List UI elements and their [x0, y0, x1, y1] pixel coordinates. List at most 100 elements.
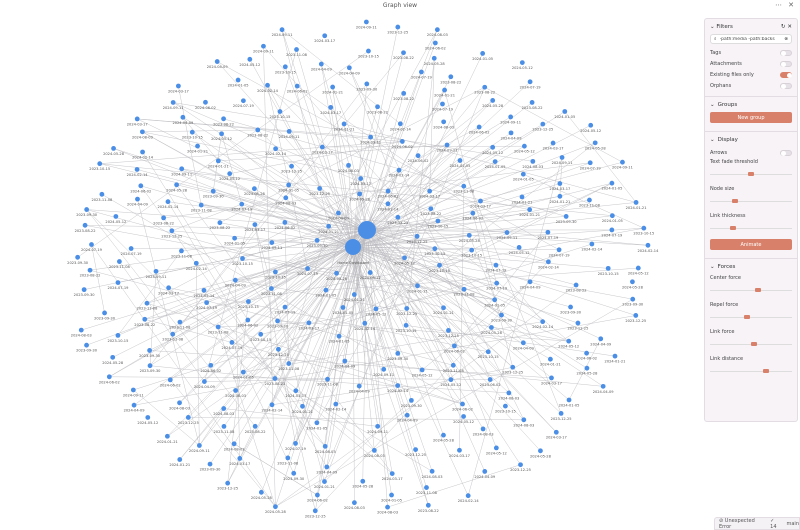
graph-node[interactable]: [373, 306, 379, 312]
graph-node[interactable]: [265, 82, 270, 88]
graph-node[interactable]: [375, 104, 380, 110]
graph-node[interactable]: [351, 500, 357, 506]
graph-node[interactable]: [334, 270, 339, 276]
graph-node[interactable]: [279, 27, 285, 33]
graph-node[interactable]: [317, 186, 323, 191]
graph-node[interactable]: [553, 429, 559, 435]
slider-thumb[interactable]: [743, 315, 750, 319]
graph-node[interactable]: [314, 492, 320, 498]
graph-node[interactable]: [635, 265, 641, 271]
graph-node[interactable]: [366, 48, 371, 54]
graph-node[interactable]: [395, 350, 401, 356]
graph-node[interactable]: [485, 349, 491, 355]
slider[interactable]: [710, 283, 792, 295]
graph-node[interactable]: [294, 83, 300, 89]
graph-node[interactable]: [490, 98, 496, 103]
graph-node[interactable]: [111, 146, 116, 151]
graph-node[interactable]: [323, 287, 329, 293]
graph-node[interactable]: [395, 214, 401, 220]
graph-node[interactable]: [408, 397, 414, 403]
graph-node[interactable]: [164, 433, 170, 439]
graph-node[interactable]: [441, 119, 447, 125]
graph-node[interactable]: [556, 247, 562, 253]
more-options-icon[interactable]: ⋯: [775, 1, 783, 9]
chevron-down-icon[interactable]: ⌄: [710, 264, 715, 270]
graph-node[interactable]: [444, 142, 450, 148]
graph-node[interactable]: [494, 280, 500, 286]
graph-node[interactable]: [401, 90, 407, 96]
graph-node[interactable]: [153, 268, 159, 274]
graph-node[interactable]: [106, 374, 112, 380]
graph-node[interactable]: [540, 319, 546, 325]
graph-node[interactable]: [330, 84, 336, 90]
graph-node[interactable]: [140, 149, 145, 155]
hub-node[interactable]: [345, 239, 361, 255]
graph-node[interactable]: [427, 188, 433, 194]
graph-node[interactable]: [395, 24, 401, 30]
graph-node[interactable]: [538, 448, 543, 454]
graph-node[interactable]: [357, 191, 363, 197]
graph-node[interactable]: [442, 87, 447, 93]
graph-node[interactable]: [115, 280, 121, 285]
graph-node[interactable]: [521, 143, 527, 149]
graph-node[interactable]: [128, 246, 134, 251]
slider[interactable]: [710, 167, 792, 179]
graph-node[interactable]: [161, 215, 167, 221]
graph-node[interactable]: [480, 51, 486, 56]
graph-node[interactable]: [520, 340, 526, 346]
graph-node[interactable]: [389, 492, 394, 498]
graph-node[interactable]: [196, 443, 202, 448]
graph-node[interactable]: [633, 313, 639, 318]
graph-node[interactable]: [402, 255, 407, 261]
graph-node[interactable]: [78, 327, 84, 333]
chevron-down-icon[interactable]: ⌄: [710, 24, 715, 30]
graph-node[interactable]: [273, 146, 279, 152]
graph-node[interactable]: [404, 412, 410, 418]
graph-node[interactable]: [102, 310, 107, 316]
graph-node[interactable]: [235, 77, 241, 83]
graph-node[interactable]: [165, 199, 171, 205]
slider-thumb[interactable]: [762, 369, 769, 373]
search-input[interactable]: ⌕ -path:media -path:backs ⊗: [710, 34, 792, 44]
filter-toggle[interactable]: [780, 82, 792, 89]
graph-node[interactable]: [116, 259, 122, 264]
graph-node[interactable]: [239, 201, 245, 207]
arrows-toggle[interactable]: [780, 149, 792, 156]
graph-node[interactable]: [217, 220, 223, 226]
graph-node[interactable]: [84, 342, 89, 348]
graph-node[interactable]: [441, 305, 446, 311]
graph-node[interactable]: [633, 200, 639, 205]
graph-node[interactable]: [258, 331, 264, 337]
graph-node[interactable]: [341, 121, 347, 127]
graph-node[interactable]: [144, 300, 150, 306]
graph-node[interactable]: [97, 161, 103, 167]
graph-node[interactable]: [314, 420, 320, 426]
graph-node[interactable]: [487, 377, 493, 382]
graph-node[interactable]: [203, 99, 208, 105]
graph-node[interactable]: [110, 354, 116, 360]
graph-node[interactable]: [324, 464, 330, 470]
animate-button[interactable]: Animate: [710, 239, 792, 250]
graph-canvas[interactable]: 2024-05-12 2023-11-08 2024-01-21 2024-03-17…: [0, 0, 700, 530]
graph-node[interactable]: [75, 254, 81, 260]
graph-node[interactable]: [170, 331, 176, 337]
sync-status[interactable]: ✓ 14: [770, 517, 777, 530]
graph-node[interactable]: [207, 461, 213, 467]
graph-node[interactable]: [166, 285, 172, 291]
graph-node[interactable]: [138, 183, 144, 189]
chevron-down-icon[interactable]: ⌄: [710, 102, 715, 108]
graph-node[interactable]: [425, 502, 431, 508]
graph-node[interactable]: [351, 292, 357, 297]
graph-node[interactable]: [446, 328, 451, 333]
graph-node[interactable]: [174, 182, 180, 188]
graph-node[interactable]: [214, 59, 220, 64]
graph-node[interactable]: [232, 235, 238, 241]
graph-node[interactable]: [451, 343, 457, 349]
graph-node[interactable]: [113, 214, 119, 219]
graph-node[interactable]: [342, 358, 348, 364]
graph-node[interactable]: [240, 256, 245, 261]
hub-node[interactable]: [358, 221, 376, 239]
graph-node[interactable]: [395, 383, 401, 388]
restore-icon[interactable]: ↻: [781, 24, 786, 30]
graph-node[interactable]: [240, 369, 246, 375]
